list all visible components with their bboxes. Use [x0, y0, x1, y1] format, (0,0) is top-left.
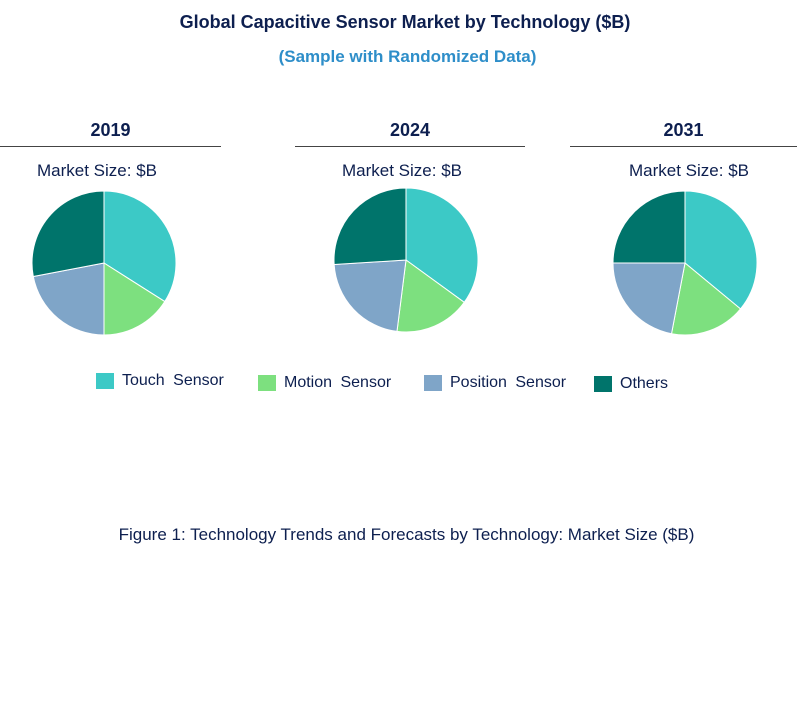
chart-subtitle: (Sample with Randomized Data): [278, 47, 537, 66]
pie-slice-position-sensor: [32, 262, 105, 336]
pie-slice-others: [333, 187, 407, 266]
pie-slice-motion-sensor: [396, 259, 465, 333]
legend-label: Others: [620, 375, 669, 392]
pie-chart-2031: [612, 190, 758, 336]
pie-slice-position-sensor: [333, 259, 407, 332]
legend-label: Position Sensor: [450, 374, 567, 391]
year-label: 2024: [295, 118, 525, 147]
pie-chart-2019: [31, 190, 177, 336]
pie-slice-motion-sensor: [670, 262, 742, 336]
legend-label: Touch Sensor: [122, 372, 224, 389]
legend-item-position-sensor: Position Sensor: [424, 374, 566, 392]
legend-swatch: [424, 375, 442, 391]
year-label: 2019: [0, 118, 221, 147]
pie-slice-touch-sensor: [684, 190, 758, 310]
legend-swatch: [594, 376, 612, 392]
legend: Touch Sensor Motion Sensor Position Sens…: [0, 370, 797, 396]
legend-item-touch-sensor: Touch Sensor: [96, 372, 224, 390]
pie-slice-motion-sensor: [103, 262, 166, 336]
legend-item-others: Others: [594, 375, 668, 393]
pie-slice-others: [612, 190, 686, 264]
legend-swatch: [258, 375, 276, 391]
figure-caption: Figure 1: Technology Trends and Forecast…: [118, 525, 695, 544]
legend-item-motion-sensor: Motion Sensor: [258, 374, 391, 392]
pie-panel-2031: 2031 Market Size: $B: [570, 118, 797, 336]
year-label: 2031: [570, 118, 797, 147]
legend-label: Motion Sensor: [284, 374, 392, 391]
pie-slice-position-sensor: [612, 262, 686, 335]
pie-chart-2024: [333, 187, 479, 333]
pie-slice-touch-sensor: [405, 187, 479, 304]
pie-slice-others: [31, 190, 105, 278]
pie-panel-2024: 2024 Market Size: $B: [295, 118, 525, 333]
market-size-label: Market Size: $B: [342, 161, 462, 180]
legend-swatch: [96, 373, 114, 389]
pie-panel-2019: 2019 Market Size: $B: [0, 118, 221, 336]
chart-title: Global Capacitive Sensor Market by Techn…: [179, 12, 631, 32]
market-size-label: Market Size: $B: [629, 161, 749, 180]
market-size-label: Market Size: $B: [37, 161, 157, 180]
